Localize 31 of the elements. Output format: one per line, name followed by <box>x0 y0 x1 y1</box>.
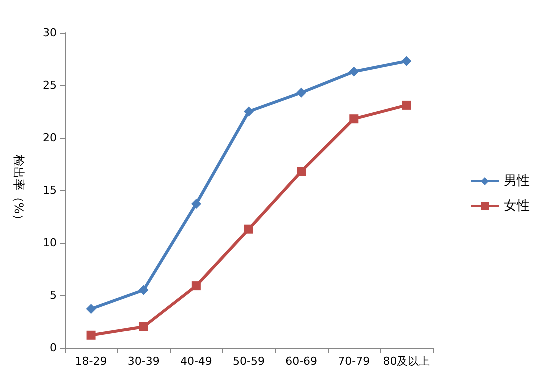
point <box>297 167 306 176</box>
x-tick-label: 30-39 <box>128 355 160 368</box>
point <box>244 224 254 234</box>
point <box>192 282 201 291</box>
point <box>402 100 412 110</box>
x-tick-label: 60-69 <box>286 355 318 368</box>
y-tick-label: 10 <box>43 236 57 250</box>
legend-label: 女性 <box>504 199 530 214</box>
point <box>349 66 360 77</box>
y-axis-title: 检出率（%） <box>12 154 26 226</box>
y-tick-label: 30 <box>43 26 57 40</box>
point <box>402 56 412 66</box>
x-tick-label: 18-29 <box>75 355 108 368</box>
point <box>86 330 96 340</box>
y-tick-label: 0 <box>50 342 57 354</box>
x-tick-label: 50-59 <box>233 355 265 368</box>
x-tick-label: 40-49 <box>180 355 212 368</box>
point <box>296 88 307 98</box>
point <box>86 304 96 314</box>
y-tick-label: 20 <box>43 132 57 144</box>
legend-label: 男性 <box>504 174 530 189</box>
x-tick-label: 70-79 <box>338 355 370 368</box>
y-tick-label: 15 <box>43 184 57 197</box>
y-tick-label: 25 <box>43 79 57 92</box>
x-tick-label: 80及以上 <box>383 355 430 368</box>
y-tick-label: 5 <box>50 289 57 302</box>
point <box>138 285 149 296</box>
point <box>191 199 202 210</box>
point <box>244 106 254 117</box>
point <box>350 114 359 124</box>
point <box>139 322 148 332</box>
